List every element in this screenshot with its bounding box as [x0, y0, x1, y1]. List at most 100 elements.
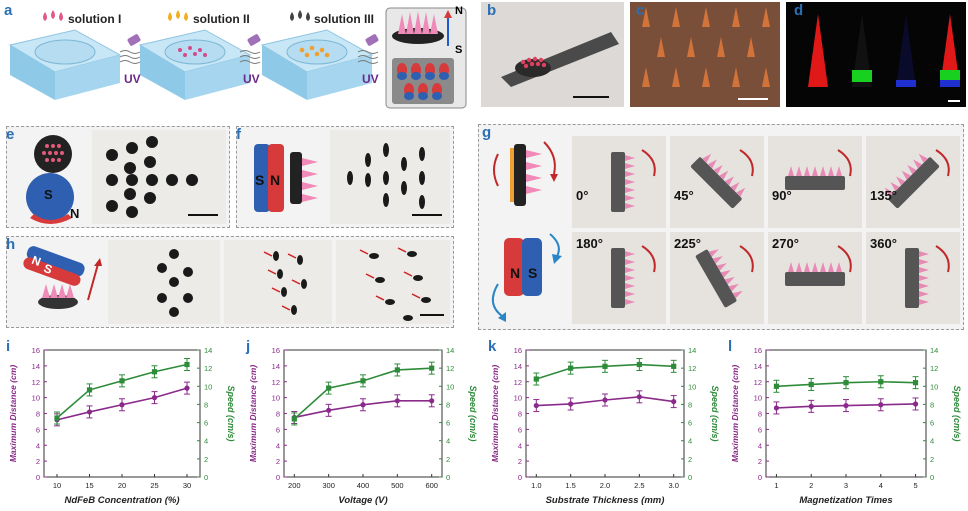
data-point-right — [773, 383, 780, 389]
y2-tick-label: 8 — [204, 400, 208, 409]
data-point-right — [151, 369, 158, 375]
y-tick-label: 6 — [758, 425, 762, 434]
y-tick-label: 10 — [514, 394, 522, 403]
rotation-tile-6: 270° — [768, 232, 862, 324]
angle-label-7: 360° — [870, 236, 897, 251]
y-tick-label: 10 — [754, 394, 762, 403]
plot-frame — [43, 349, 201, 478]
photo-d-fluorescence — [786, 2, 966, 107]
data-point-left — [808, 403, 814, 409]
y2-tick-label: 10 — [930, 382, 938, 391]
y-tick-label: 6 — [276, 425, 280, 434]
photo-h-1 — [108, 240, 220, 324]
x-tick-label: 300 — [322, 481, 335, 490]
x-axis-label: Voltage (V) — [338, 495, 387, 506]
y-tick-label: 0 — [276, 473, 280, 482]
data-point-left — [151, 395, 158, 401]
panel-label-b: b — [487, 2, 497, 19]
plot-frame — [765, 349, 927, 478]
y-tick-label: 2 — [276, 457, 280, 466]
panel-h-schematic — [23, 246, 102, 309]
angle-label-5: 225° — [674, 236, 701, 251]
mold-tray-1 — [8, 29, 122, 100]
y2-tick-label: 4 — [930, 437, 934, 446]
y-tick-label: 2 — [518, 457, 522, 466]
rotation-tile-3: 135° — [866, 136, 960, 228]
data-point-right — [912, 380, 919, 386]
y-axis-label: Maximum Distance (cm) — [490, 365, 500, 462]
uv-label-2: UV — [243, 72, 260, 86]
y-tick-label: 16 — [32, 346, 40, 355]
x-tick-label: 200 — [288, 481, 301, 490]
data-point-right — [291, 416, 297, 422]
y2-tick-label: 2 — [930, 455, 934, 464]
north-pole-label-a: N — [455, 5, 463, 17]
y2-tick-label: 6 — [204, 419, 208, 428]
panel-label-c: c — [636, 2, 645, 19]
y2-tick-label: 14 — [688, 346, 696, 355]
x-tick-label: 1 — [774, 481, 778, 490]
chart-i: 0 2 4 6 8 10 12 14 16 0 2 4 6 8 10 12 14 10 15 20 25 30 NdFeB … — [8, 346, 236, 506]
solution-1-label: solution I — [68, 12, 122, 26]
data-point-left — [671, 398, 677, 405]
rotation-tile-1: 45° — [670, 136, 764, 228]
panel-g-schematic — [491, 141, 562, 322]
y2-tick-label: 12 — [204, 364, 212, 373]
data-point-left — [912, 401, 919, 407]
data-point-right — [878, 379, 884, 385]
y2-tick-label: 2 — [446, 455, 450, 464]
uv-label-1: UV — [124, 72, 141, 86]
uv-label-3: UV — [362, 72, 379, 86]
y2-tick-label: 12 — [688, 364, 696, 373]
data-point-left — [119, 402, 125, 408]
data-point-left — [878, 402, 884, 408]
panel-e-schematic — [26, 135, 74, 224]
panel-label-l: l — [728, 338, 733, 355]
panel-label-d: d — [794, 2, 804, 19]
x-tick-label: 2.0 — [600, 481, 610, 490]
solution-2-label: solution II — [193, 12, 250, 26]
x-tick-label: 400 — [357, 481, 370, 490]
south-pole-label-f: S — [255, 172, 265, 188]
data-point-right — [184, 361, 190, 368]
x-tick-label: 30 — [183, 481, 191, 490]
photo-b-microneedle-tweezers — [481, 2, 624, 107]
south-pole-label-e: S — [44, 187, 53, 202]
y-tick-label: 0 — [758, 473, 762, 482]
data-point-left — [773, 405, 780, 411]
x-axis-label: Substrate Thickness (mm) — [546, 495, 665, 506]
panel-label-f: f — [236, 126, 241, 143]
panel-label-g: g — [482, 124, 492, 141]
mold-tray-3 — [260, 29, 374, 100]
x-tick-label: 20 — [118, 481, 126, 490]
y-tick-label: 6 — [518, 425, 522, 434]
panel-label-a: a — [4, 2, 13, 19]
y2-axis-label: Speed (cm/s) — [710, 385, 720, 441]
chart-j: 0 2 4 6 8 10 12 14 16 0 2 4 6 8 10 12 14 200 300 400 500 600 V… — [248, 346, 478, 506]
data-point-right — [843, 380, 849, 386]
panel-label-h: h — [6, 236, 16, 253]
data-point-right — [533, 376, 539, 382]
x-tick-label: 1.0 — [531, 481, 541, 490]
y2-tick-label: 6 — [930, 419, 934, 428]
y-tick-label: 8 — [518, 410, 522, 419]
y2-tick-label: 6 — [688, 419, 692, 428]
photo-h-3 — [336, 240, 450, 324]
y-tick-label: 0 — [518, 473, 522, 482]
y-tick-label: 16 — [514, 346, 522, 355]
x-tick-label: 3.0 — [668, 481, 678, 490]
data-point-left — [568, 401, 574, 407]
y2-tick-label: 12 — [446, 364, 454, 373]
y2-tick-label: 4 — [446, 437, 450, 446]
y-tick-label: 8 — [758, 410, 762, 419]
angle-label-2: 90° — [772, 188, 792, 203]
angle-label-4: 180° — [576, 236, 603, 251]
y-tick-label: 8 — [36, 410, 40, 419]
x-tick-label: 10 — [53, 481, 61, 490]
rotation-tile-7: 360° — [866, 232, 960, 324]
data-point-right — [568, 365, 574, 371]
data-point-left — [184, 385, 190, 391]
y2-tick-label: 8 — [930, 400, 934, 409]
y-tick-label: 8 — [276, 410, 280, 419]
south-pole-label-g: S — [528, 265, 538, 281]
